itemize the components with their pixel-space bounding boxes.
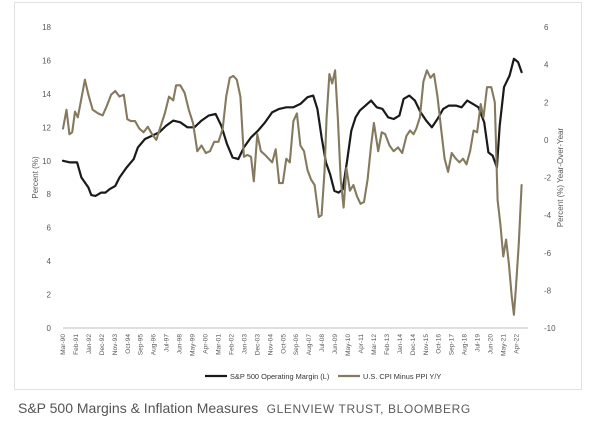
chart-title: S&P 500 Margins & Inflation Measures [18,400,259,416]
y-left-tick-label: 12 [42,123,51,132]
y-right-tick-label: -6 [544,249,552,258]
legend-label-operating-margin: S&P 500 Operating Margin (L) [230,372,329,381]
x-tick-label: Nov-15 [423,334,430,356]
x-tick-label: Mar-12 [371,334,378,355]
x-tick-label: Jul-08 [319,334,326,352]
y-left-tick-label: 18 [42,23,51,32]
y-right-tick-label: 6 [544,23,549,32]
x-tick-label: Jun-09 [332,334,339,354]
y-left-tick-label: 8 [47,190,52,199]
x-tick-label: Sep-06 [293,334,300,356]
x-tick-label: Mar-90 [60,334,67,355]
y-right-tick-label: 2 [544,98,549,107]
y-left-tick-label: 10 [42,157,51,166]
x-tick-label: Sep-17 [449,334,456,356]
x-tick-label: Sep-95 [138,334,145,356]
y-right-tick-label: 0 [544,136,549,145]
x-tick-label: May-10 [345,334,352,356]
x-tick-label: Aug-18 [462,334,469,356]
x-tick-label: Feb-02 [228,334,235,355]
y-left-tick-label: 6 [47,224,52,233]
y-right-tick-label: 4 [544,61,549,70]
x-tick-label: Apr-00 [203,334,210,354]
series-line-operating-margin [61,57,523,197]
y-right-tick-label: -4 [544,211,552,220]
y-left-tick-label: 0 [47,324,52,333]
x-tick-label: Jul-19 [475,334,482,352]
chart-frame [14,2,582,390]
x-tick-label: Oct-16 [436,334,443,354]
x-tick-label: Apr-22 [513,334,520,354]
x-tick-label: Jan-14 [397,334,404,354]
y-right-axis-title: Percent (%) Year-Over-Year [556,128,565,228]
x-tick-label: Jan-03 [241,334,248,354]
x-tick-label: Feb-13 [384,334,391,355]
series-line-cpi-minus-ppi [61,69,523,316]
x-tick-label: Jun-98 [177,334,184,354]
x-tick-label: Dec-03 [254,334,261,356]
y-right-tick-label: -8 [544,286,552,295]
x-tick-label: May-99 [190,334,197,356]
x-tick-label: Dec-92 [99,334,106,356]
x-tick-label: Mar-01 [215,334,222,355]
y-right-tick-label: -10 [544,324,556,333]
y-left-tick-label: 2 [47,291,52,300]
x-tick-label: Aug-96 [151,334,158,356]
x-tick-label: Aug-07 [306,334,313,356]
chart-caption: S&P 500 Margins & Inflation Measures GLE… [18,400,471,418]
x-tick-label: Jun-20 [488,334,495,354]
dual-axis-line-chart: 0 2 4 6 8 10 12 14 16 18 -10 -8 -6 -4 -2 0 2 4 6 Percent (%… [31,23,565,381]
x-tick-label: Dec-14 [410,334,417,356]
x-tick-label: Feb-91 [73,334,80,355]
x-tick-label: May-21 [501,334,508,356]
y-left-axis-title: Percent (%) [31,156,40,199]
x-tick-label: Nov-04 [267,334,274,356]
x-tick-label: Apr-11 [358,334,365,354]
x-tick-label: Nov-93 [112,334,119,356]
y-left-tick-label: 16 [42,56,51,65]
x-tick-label: Oct-05 [280,334,287,354]
x-tick-label: Jul-97 [164,334,171,352]
x-tick-label: Jan-92 [86,334,93,354]
legend-label-cpi-minus-ppi: U.S. CPI Minus PPI Y/Y [363,372,441,381]
y-left-tick-label: 4 [47,257,52,266]
x-tick-label: Oct-94 [125,334,132,354]
chart-source: GLENVIEW TRUST, BLOOMBERG [266,402,471,416]
y-right-tick-label: -2 [544,174,552,183]
y-left-tick-label: 14 [42,90,51,99]
